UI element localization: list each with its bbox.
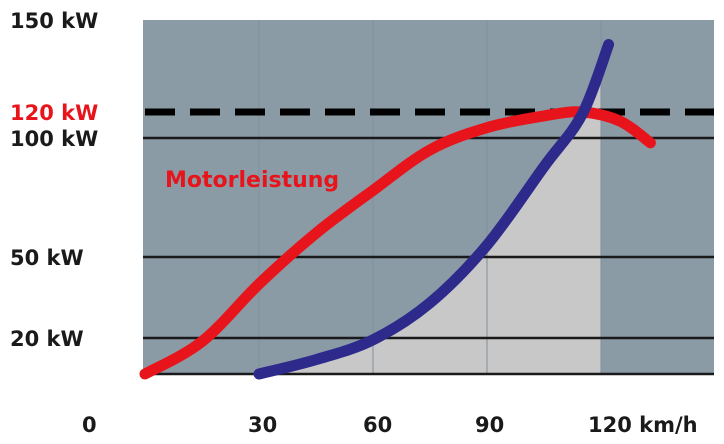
x-tick-label: 60 xyxy=(363,413,392,437)
series-layer xyxy=(139,39,656,380)
x-tick-label: 120 km/h xyxy=(588,413,698,437)
x-tick-label: 0 xyxy=(82,413,97,437)
shaded-region xyxy=(259,66,601,374)
demand-shaded-area xyxy=(259,66,601,374)
y-tick-label: 50 kW xyxy=(10,246,84,270)
x-tick-label: 90 xyxy=(475,413,504,437)
demand-power-line xyxy=(253,39,615,380)
grid-lines xyxy=(143,20,714,376)
y-tick-label: 20 kW xyxy=(10,327,84,351)
y-tick-label: 120 kW xyxy=(10,101,98,125)
y-tick-label: 150 kW xyxy=(10,9,98,33)
x-tick-label: 30 xyxy=(248,413,277,437)
y-tick-label: 100 kW xyxy=(10,127,98,151)
series-annotation: Motorleistung xyxy=(165,168,339,193)
